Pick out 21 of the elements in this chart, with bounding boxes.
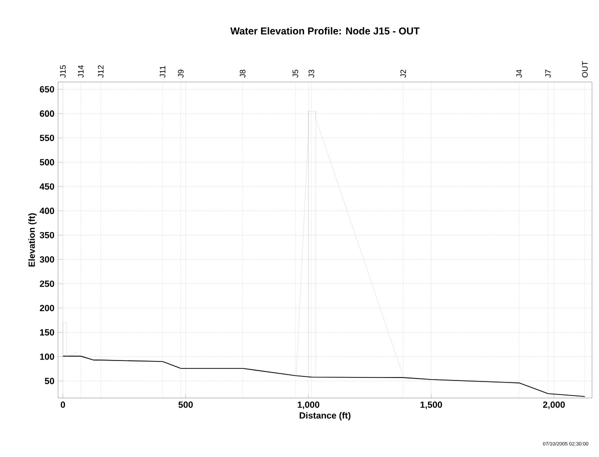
x-axis-title: Distance (ft) [300, 412, 350, 420]
chart-title: Water Elevation Profile: Node J15 - OUT [230, 27, 420, 34]
x-tick-label: 1,000 [298, 402, 320, 410]
y-tick-label: 500 [40, 159, 54, 166]
y-axis-title: Elevation (ft) [28, 213, 37, 267]
y-tick-label: 200 [40, 304, 54, 312]
x-tick-label: 500 [178, 402, 193, 408]
y-tick-label: 550 [40, 134, 54, 142]
y-tick-label: 450 [40, 183, 54, 190]
y-tick-label: 400 [40, 208, 54, 214]
y-tick-label: 350 [40, 232, 54, 238]
y-tick-label: 600 [40, 110, 54, 117]
y-tick-label: 300 [40, 256, 54, 263]
x-tick-label: 1,500 [420, 402, 442, 410]
x-tick-label: 0 [60, 402, 66, 408]
y-tick-label: 50 [44, 378, 54, 384]
x-tick-label: 2,000 [543, 402, 565, 410]
y-tick-label: 150 [40, 329, 54, 336]
y-tick-label: 650 [40, 86, 54, 92]
y-tick-label: 100 [40, 353, 54, 360]
y-tick-label: 250 [40, 280, 54, 287]
